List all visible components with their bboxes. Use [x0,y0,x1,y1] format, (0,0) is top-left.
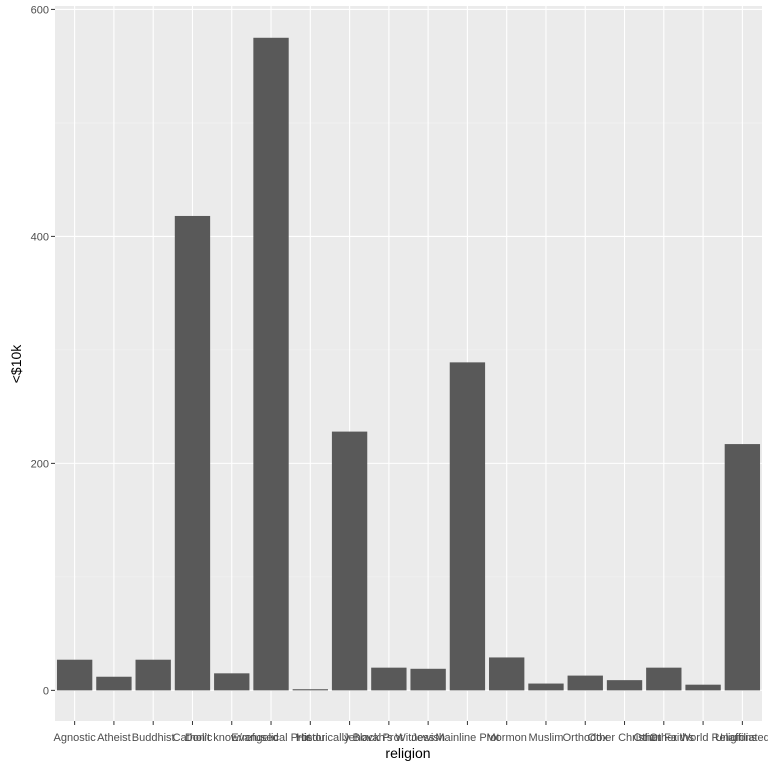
y-tick-label: 400 [31,231,49,243]
bar [214,673,250,691]
y-axis: 0 200 400 600 [31,4,55,697]
bar [331,431,368,691]
x-tick-label: Jewish [411,732,445,744]
y-tick-label: 200 [31,458,49,470]
bar [174,215,211,691]
x-axis-title: religion [385,745,430,761]
x-tick-label: Historically Black Prot [296,732,402,744]
x-tick-label: Hindu [296,732,325,744]
x-tick-label: Other Faiths [634,732,695,744]
x-tick-label: Catholic [173,732,213,744]
x-tick-label: Other Christian [588,732,662,744]
y-axis-title: <$10k [8,344,24,384]
x-tick-label: Don't know/refused [185,732,279,744]
y-tick-label: 600 [31,4,49,16]
bar [606,680,643,691]
bar [371,667,407,691]
bar [253,37,289,691]
bar [292,689,328,691]
x-tick-label: Buddhist [132,732,175,744]
bar [449,362,486,691]
bar [410,668,446,691]
minor-gridlines [55,122,762,578]
plot-panel [55,6,762,721]
x-tick-label: Evangelical Prot [231,732,311,744]
bar [56,659,93,691]
x-tick-label: Mormon [487,732,527,744]
bar [135,659,171,691]
x-tick-label: Agnostic [54,732,97,744]
x-tick-label: Orthodox [563,732,609,744]
x-tick-label: Atheist [97,732,131,744]
x-tick-label: Mainline Prot [435,732,499,744]
bar [646,667,682,691]
bars [56,37,761,691]
x-tick-label: Other World Religions [649,732,757,744]
bar [528,683,564,691]
bar [489,657,525,691]
bar [685,684,721,691]
x-tick-label: Muslim [529,732,564,744]
bar [567,675,603,691]
x-tick-label: Jehovah's Witness [343,732,435,744]
y-tick-label: 0 [43,685,49,697]
bar [724,444,761,691]
x-tick-label: Unaffiliated [715,732,768,744]
bar [96,676,132,691]
